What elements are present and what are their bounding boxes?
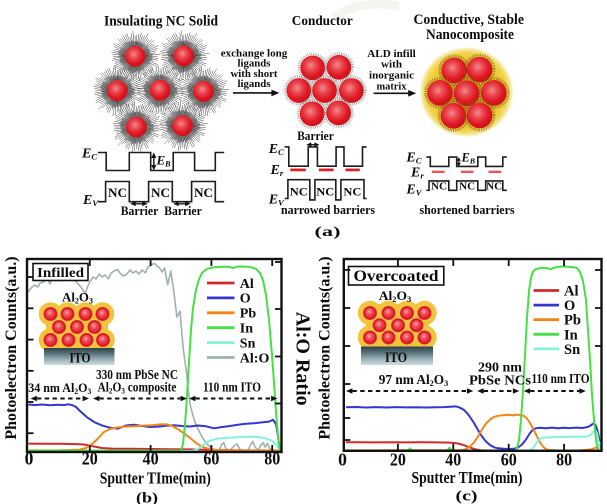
svg-text:Pb: Pb — [240, 307, 257, 322]
svg-text:Sn: Sn — [564, 342, 580, 358]
svg-text:NC: NC — [431, 180, 447, 192]
svg-text:Photoelectron Counts(a.u.): Photoelectron Counts(a.u.) — [317, 256, 334, 439]
svg-text:40: 40 — [143, 449, 159, 469]
svg-text:Nanocomposite: Nanocomposite — [426, 27, 515, 43]
svg-text:Er​: Er​ — [410, 165, 424, 180]
svg-text:NC: NC — [151, 186, 170, 200]
svg-text:PbSe NCs: PbSe NCs — [469, 373, 531, 388]
svg-text:EC​: EC​ — [405, 151, 421, 166]
svg-text:40: 40 — [445, 450, 461, 470]
svg-text:inorganic: inorganic — [369, 70, 414, 82]
svg-text:shortened barriers: shortened barriers — [420, 202, 515, 217]
svg-text:Er​: Er​ — [270, 163, 284, 178]
svg-text:Sn: Sn — [240, 336, 256, 351]
svg-text:Sputter TIme(min): Sputter TIme(min) — [412, 468, 523, 487]
svg-text:290 nm: 290 nm — [478, 361, 522, 376]
svg-text:O: O — [564, 298, 575, 314]
svg-text:O: O — [240, 292, 251, 307]
svg-text:Overcoated: Overcoated — [354, 268, 439, 285]
svg-text:exchange long: exchange long — [221, 48, 288, 60]
svg-text:20: 20 — [390, 450, 406, 470]
svg-text:EV​: EV​ — [82, 193, 99, 208]
svg-text:Al2​O3​: Al2​O3​ — [379, 288, 412, 304]
svg-text:330 nm PbSe NC: 330 nm PbSe NC — [96, 367, 178, 382]
svg-text:In: In — [564, 327, 578, 343]
svg-text:34 nm Al2​O3​: 34 nm Al2​O3​ — [28, 380, 91, 396]
svg-text:80: 80 — [264, 449, 280, 469]
svg-text:EC​: EC​ — [268, 142, 284, 157]
svg-text:0: 0 — [25, 449, 34, 469]
svg-text:matrix: matrix — [377, 81, 407, 93]
svg-text:NC: NC — [108, 186, 127, 200]
svg-text:Conductor: Conductor — [292, 14, 353, 29]
svg-text:Al: Al — [564, 284, 579, 300]
svg-text:NC: NC — [316, 184, 334, 198]
svg-text:110 nm ITO: 110 nm ITO — [532, 371, 590, 386]
svg-text:Infilled: Infilled — [37, 266, 84, 281]
svg-text:NC: NC — [343, 184, 361, 198]
svg-text:60: 60 — [501, 450, 517, 470]
svg-text:EC​: EC​ — [81, 147, 97, 162]
svg-text:Al:O Ratio: Al:O Ratio — [292, 312, 314, 406]
svg-text:Sputter TIme(min): Sputter TIme(min) — [100, 468, 211, 487]
svg-text:97 nm Al2​O3​: 97 nm Al2​O3​ — [379, 372, 449, 388]
svg-text:ligands: ligands — [238, 78, 272, 90]
svg-text:with short: with short — [231, 68, 278, 80]
svg-text:narrowed barriers: narrowed barriers — [281, 202, 375, 217]
svg-text:NC: NC — [194, 186, 213, 200]
svg-text:ligands: ligands — [238, 58, 272, 70]
svg-text:0: 0 — [338, 450, 347, 470]
svg-text:Barrier: Barrier — [297, 129, 334, 143]
svg-text:NC: NC — [290, 184, 308, 198]
svg-text:ALD infill: ALD infill — [367, 48, 416, 60]
svg-text:ITO: ITO — [385, 350, 407, 366]
svg-text:(a): (a) — [315, 225, 342, 240]
svg-text:Al: Al — [240, 277, 254, 292]
svg-text:Barrier: Barrier — [121, 203, 159, 218]
svg-text:Al:O: Al:O — [240, 351, 270, 366]
svg-text:NC: NC — [459, 180, 475, 192]
svg-text:Pb: Pb — [564, 313, 581, 329]
svg-text:Al2​O3​: Al2​O3​ — [62, 290, 93, 306]
svg-text:(c): (c) — [456, 489, 478, 504]
svg-text:Al2​O3​ composite: Al2​O3​ composite — [98, 379, 177, 395]
svg-text:ITO: ITO — [70, 351, 91, 367]
svg-text:with: with — [381, 59, 402, 71]
svg-text:EV​: EV​ — [268, 192, 285, 207]
svg-text:(b): (b) — [136, 491, 158, 504]
svg-text:EB​: EB​ — [156, 153, 172, 169]
svg-text:80: 80 — [556, 450, 572, 470]
svg-text:Conductive, Stable: Conductive, Stable — [413, 12, 524, 28]
svg-text:60: 60 — [203, 449, 219, 469]
svg-text:Insulating NC Solid: Insulating NC Solid — [104, 14, 218, 30]
svg-text:20: 20 — [82, 449, 98, 469]
svg-text:Barrier: Barrier — [164, 203, 202, 218]
svg-text:In: In — [240, 322, 253, 337]
svg-text:NC: NC — [486, 180, 502, 192]
svg-text:Photoelectron Counts(a.u.): Photoelectron Counts(a.u.) — [3, 256, 20, 439]
svg-text:110 nm ITO: 110 nm ITO — [203, 380, 261, 395]
svg-text:EB​: EB​ — [461, 151, 476, 166]
svg-text:EV​: EV​ — [405, 183, 422, 198]
